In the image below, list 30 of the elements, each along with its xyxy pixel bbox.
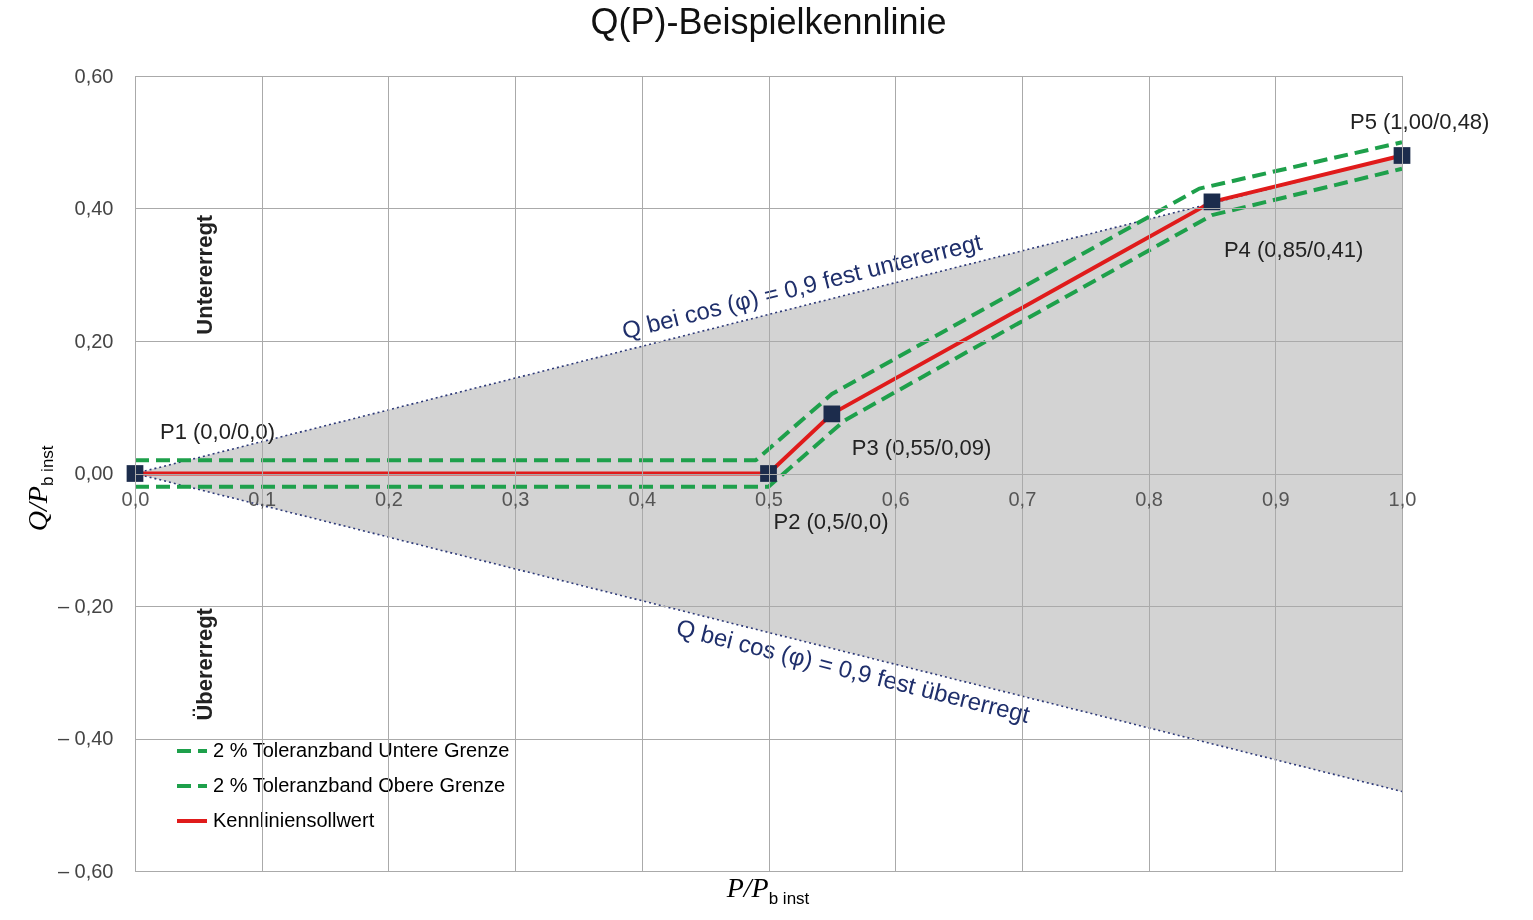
annotation: P5 (1,00/0,48) bbox=[1350, 108, 1490, 134]
annotation: P4 (0,85/0,41) bbox=[1223, 236, 1364, 262]
x-tick-label: 0,0 bbox=[121, 488, 150, 510]
annotation: P3 (0,55/0,09) bbox=[851, 434, 992, 460]
legend-label: 2 % Toleranzband Untere Grenze bbox=[213, 739, 510, 761]
chart-title: Q(P)-Beispielkennlinie bbox=[590, 1, 947, 42]
annotation: P2 (0,5/0,0) bbox=[773, 508, 889, 534]
x-tick-label: 1,0 bbox=[1388, 488, 1417, 510]
x-tick-label: 0,7 bbox=[1008, 488, 1037, 510]
legend-label: 2 % Toleranzband Obere Grenze bbox=[213, 774, 506, 796]
x-tick-label: 0,8 bbox=[1135, 488, 1164, 510]
y-tick-label: 0,00 bbox=[74, 462, 114, 484]
annotation: Übererregt bbox=[191, 607, 217, 721]
y-tick-label: – 0,20 bbox=[57, 594, 114, 617]
x-tick-label: 0,6 bbox=[881, 488, 910, 510]
x-tick-label: 0,1 bbox=[248, 488, 277, 510]
x-tick-label: 0,3 bbox=[501, 488, 530, 510]
y-tick-label: 0,60 bbox=[74, 64, 114, 87]
annotation: P1 (0,0/0,0) bbox=[160, 418, 275, 444]
x-tick-label: 0,2 bbox=[374, 488, 403, 510]
x-tick-label: 0,5 bbox=[755, 488, 783, 510]
x-tick-label: 0,4 bbox=[628, 488, 657, 510]
x-axis-title: P/P$_{b inst}$ bbox=[725, 872, 811, 909]
y-tick-label: 0,40 bbox=[74, 197, 114, 219]
y-tick-label: 0,20 bbox=[74, 329, 114, 352]
x-tick-label: 0,9 bbox=[1261, 488, 1290, 510]
legend-label: Kennliniensollwert bbox=[213, 809, 375, 831]
annotation: Untererregt bbox=[191, 214, 217, 335]
y-tick-label: – 0,60 bbox=[57, 859, 114, 882]
y-tick-label: – 0,40 bbox=[57, 727, 114, 749]
